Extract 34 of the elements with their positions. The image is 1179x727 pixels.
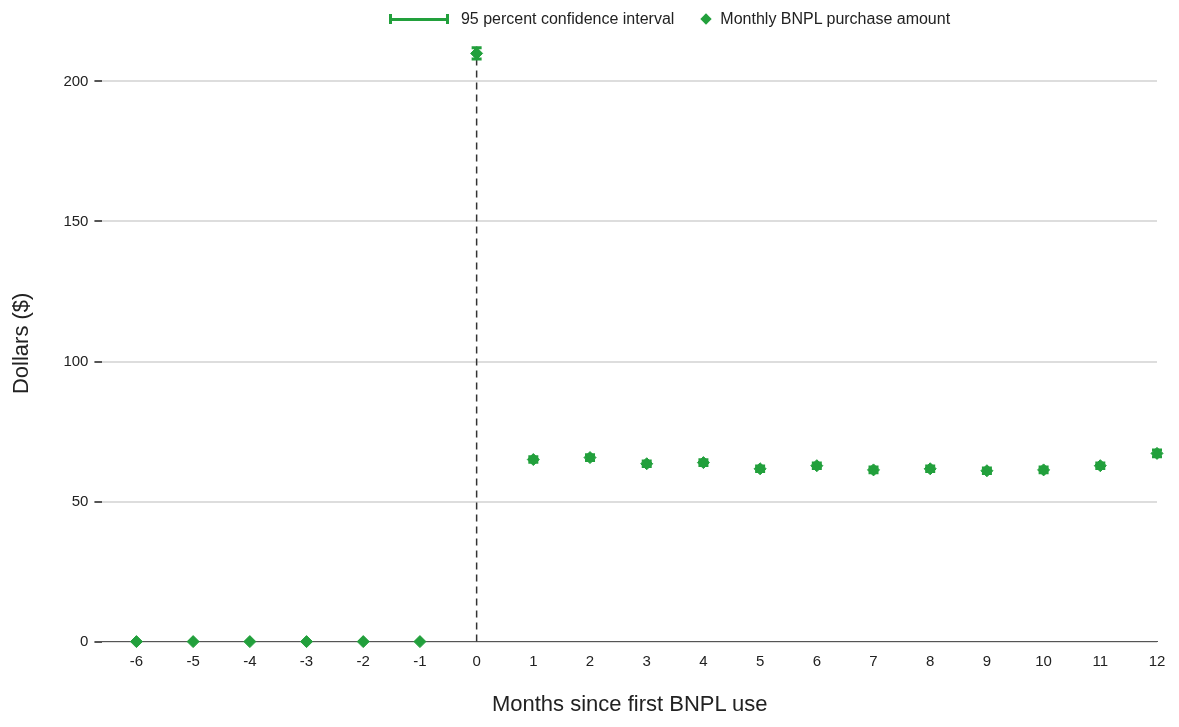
x-tick-label: 0	[472, 651, 481, 669]
point	[356, 635, 370, 649]
x-tick-label: 11	[1092, 651, 1109, 669]
x-tick-label: 8	[926, 651, 935, 669]
y-tick-label: 100	[63, 351, 89, 369]
x-tick-label: -5	[186, 651, 200, 669]
point	[129, 635, 143, 649]
x-tick-label: 10	[1035, 651, 1052, 669]
x-tick-label: 5	[755, 651, 765, 669]
x-tick-label: -3	[299, 651, 314, 669]
x-tick-label: 2	[585, 651, 595, 669]
x-tick-label: 6	[812, 651, 821, 669]
x-tick-label: 4	[699, 651, 708, 669]
x-tick-label: 7	[869, 651, 878, 669]
y-tick-label: 0	[80, 631, 89, 649]
x-tick-label: -2	[356, 651, 370, 669]
x-tick-label: 12	[1148, 651, 1166, 669]
point	[186, 635, 200, 649]
legend-label: Monthly BNPL purchase amount	[720, 10, 951, 28]
x-tick-label: 9	[982, 651, 992, 669]
y-tick-label: 50	[71, 491, 89, 509]
x-tick-label: 1	[529, 651, 538, 669]
text: 95 percent confidence interval	[460, 10, 675, 28]
x-axis-title: Months since first BNPL use	[491, 690, 768, 716]
y-axis-title: Dollars ($)	[8, 292, 34, 395]
point	[413, 635, 427, 649]
x-tick-label: -6	[129, 651, 144, 669]
x-tick-label: 3	[642, 651, 651, 669]
y-tick-label: 200	[63, 71, 89, 89]
point	[300, 635, 314, 649]
x-tick-label: -1	[413, 651, 427, 669]
point	[243, 635, 257, 649]
x-tick-label: -4	[243, 651, 257, 669]
y-tick-label: 150	[63, 211, 89, 229]
